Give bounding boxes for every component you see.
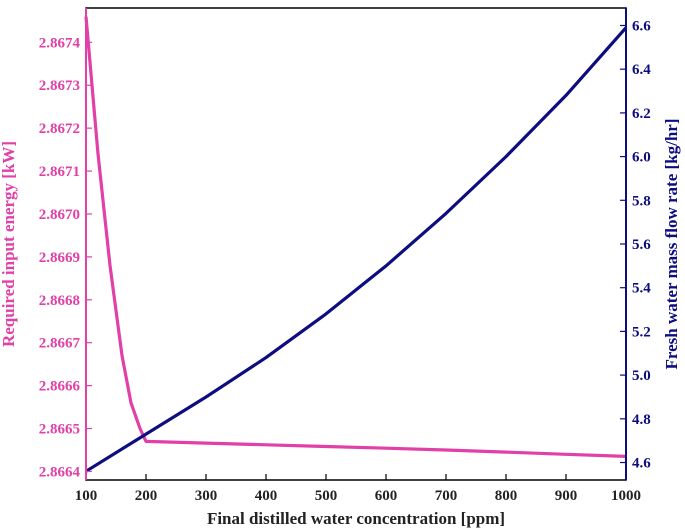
series-line-left-axis [84,16,627,458]
right-y-tick-label: 6.2 [632,106,651,122]
left-y-tick-label: 2.8664 [39,464,81,480]
right-y-axis: 4.6 4.8 5.0 5.2 5.4 5.6 5.8 6.0 6.2 6.4 6.6 [620,8,651,480]
left-y-tick-label: 2.8673 [39,78,80,94]
left-y-axis-title: Required input energy [kW] [0,141,18,347]
x-tick-label: 400 [255,488,278,504]
x-tick-label: 800 [495,488,518,504]
plot-frame [85,7,627,481]
x-tick-label: 200 [135,488,158,504]
right-y-tick-label: 5.0 [632,368,651,384]
left-y-tick-label: 2.8666 [39,379,81,395]
x-tick-label: 500 [315,488,338,504]
right-y-axis-title: Fresh water mass flow rate [kg/hr] [662,118,681,369]
x-tick-label: 1000 [611,488,641,504]
right-y-tick-label: 4.6 [632,456,651,472]
series-layer [84,16,628,473]
left-y-tick-label: 2.8667 [39,336,81,352]
left-y-tick-label: 2.8668 [39,293,80,309]
right-y-tick-label: 5.8 [632,193,651,209]
left-y-tick-label: 2.8669 [39,250,80,266]
left-y-tick-label: 2.8672 [39,121,80,137]
left-y-tick-label: 2.8671 [39,164,80,180]
right-y-tick-label: 5.6 [632,237,651,253]
x-tick-label: 700 [435,488,458,504]
left-y-tick-label: 2.8674 [39,35,81,51]
right-y-tick-label: 6.6 [632,18,651,34]
x-axis: 100 200 300 400 500 600 700 800 900 1000 [75,474,641,504]
right-y-tick-label: 6.0 [632,150,651,166]
right-y-tick-label: 5.4 [632,281,651,297]
left-y-axis: 2.8664 2.8665 2.8666 2.8667 2.8668 2.8669 2.86… [39,8,92,480]
right-y-tick-label: 4.8 [632,412,651,428]
x-tick-label: 900 [555,488,578,504]
x-tick-label: 600 [375,488,398,504]
x-axis-title: Final distilled water concentration [ppm… [207,509,505,528]
right-y-tick-label: 5.2 [632,324,651,340]
left-y-tick-label: 2.8670 [39,207,80,223]
x-tick-label: 300 [195,488,218,504]
right-y-tick-label: 6.4 [632,62,651,78]
x-tick-label: 100 [75,488,98,504]
series-line-right-axis [85,26,628,473]
left-y-tick-label: 2.8665 [39,422,80,438]
